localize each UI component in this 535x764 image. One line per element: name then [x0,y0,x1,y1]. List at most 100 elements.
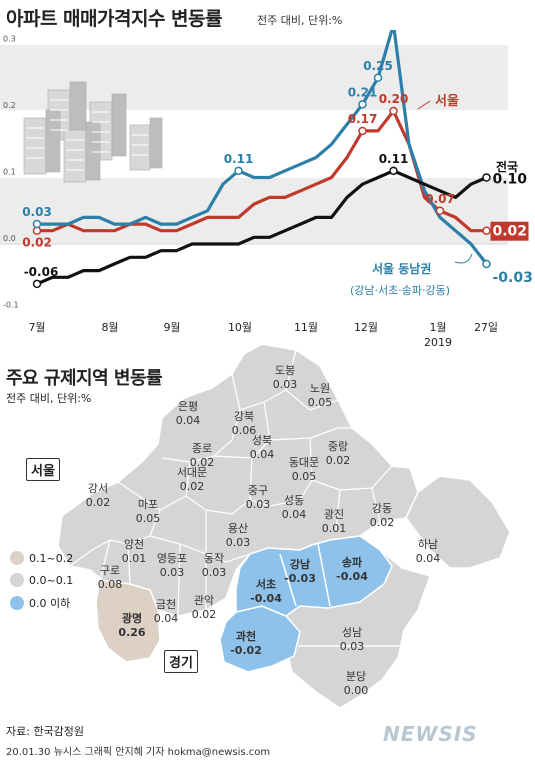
data-label: 0.21 [348,85,378,99]
district-value: 0.02 [370,516,395,529]
y-tick-label: 0.0 [3,234,16,243]
district-value: 0.03 [226,536,251,549]
x-tick-label: 8월 [101,321,118,334]
district-name: 중구 [248,484,268,497]
district-value: 0.01 [322,522,347,535]
district-name: 서초 [256,577,276,591]
data-label: 0.02 [22,236,52,250]
district-value: 0.08 [98,578,123,591]
national-label: 전국 [496,159,518,174]
data-point [373,73,383,82]
data-point [482,259,491,269]
district-value: 0.02 [190,456,215,469]
district-value: 0.04 [250,448,275,461]
district-name: 영등포 [157,552,187,565]
data-labels: 0.020.170.200.070.020.030.110.210.250.33… [22,59,533,289]
region-gyeonggi-label: 경기 [164,650,198,673]
data-label: 0.17 [348,112,378,126]
district-name: 마포 [138,498,158,511]
district-name: 성동 [284,494,304,507]
data-label: 0.07 [425,192,455,206]
district-value: 0.03 [273,378,298,391]
district-value: 0.00 [344,684,369,697]
data-label: 0.25 [363,59,393,73]
data-point [358,100,367,109]
district-name: 강서 [88,482,108,495]
district-name: 양천 [124,537,144,551]
data-point [234,166,243,176]
district-value: 0.02 [192,608,217,621]
district-value: 0.01 [122,552,147,565]
district-name: 광진 [324,508,344,521]
region-seoul-label: 서울 [26,458,60,481]
southeast-detail-label: (강남·서초·송파·강동) [350,284,450,297]
line-chart: 0.3 0.2 0.1 0.0 -0.1 7월 8월 9월 10월 11월 12월 1월 27일 201… [0,30,533,349]
data-label: 0.10 [493,172,528,188]
district-name: 성북 [252,434,272,447]
district-name: 강북 [234,410,254,423]
district-value: 0.02 [86,496,111,509]
y-axis: 0.3 0.2 0.1 0.0 -0.1 [0,35,508,310]
seoul-label: 서울 [435,93,459,109]
district-value: 0.05 [136,512,161,525]
series-line [36,169,488,286]
data-point [435,206,445,215]
district-name: 은평 [178,400,198,413]
x-axis: 7월 8월 9월 10월 11월 12월 1월 27일 2019 [28,320,498,349]
data-point [482,226,491,235]
district-name: 구로 [100,564,120,577]
district-value: 0.04 [416,552,441,565]
x-tick-label: 12월 [354,321,378,334]
data-label: 0.02 [493,224,528,240]
district-name: 관악 [194,594,214,607]
district-value: 0.06 [232,424,257,437]
y-tick-label: 0.2 [3,101,16,110]
district-value: -0.04 [336,570,368,583]
data-label: 0.11 [379,152,409,166]
district-name: 종로 [192,442,212,455]
district-value: 0.03 [340,640,365,653]
legend-item: 0.0~0.1 [10,573,73,587]
series-lines [36,30,488,286]
x-tick-label: 11월 [294,321,318,334]
district-name: 동작 [204,552,224,565]
data-label: -0.06 [24,265,59,279]
chart-title: 아파트 매매가격지수 변동률 [6,8,223,30]
district-value: 0.05 [308,396,333,409]
district-name: 분당 [346,670,366,683]
credit-text: 20.01.30 뉴시스 그래픽 안지혜 기자 hokma@newsis.com [6,747,271,758]
data-point [32,279,42,289]
data-point [32,219,42,229]
data-point [482,173,491,182]
district-value: 0.26 [118,626,145,639]
district-value: 0.03 [160,566,185,579]
map-title: 주요 규제지역 변동률 [6,368,163,389]
y-tick-label: 0.1 [3,168,16,177]
chart-subtitle: 전주 대비, 단위:% [257,14,343,27]
data-label: 0.03 [22,205,52,219]
southeast-label: 서울 동남권 [372,261,431,276]
district-name: 하남 [418,537,438,551]
data-label-box [490,221,529,241]
district-name: 광명 [122,611,142,625]
district-name: 중랑 [328,440,348,453]
y-tick-label: 0.3 [3,35,16,44]
legend-label: 0.0 이하 [29,597,71,610]
district-name: 강남 [290,557,310,571]
district-name: 송파 [342,555,363,569]
data-point [358,126,367,136]
source-text: 자료: 한국감정원 [6,725,85,738]
legend-label: 0.1~0.2 [29,551,74,565]
district-name: 도봉 [275,364,295,377]
data-label: 0.11 [224,152,254,166]
district-value: 0.04 [176,414,201,427]
gwangmyeong-area [95,579,161,663]
map-subtitle: 전주 대비, 단위:% [6,392,92,405]
district-name: 과천 [236,629,256,643]
hanam-area [405,475,511,569]
x-tick-label: 7월 [28,321,45,334]
annotations: 서울 전국 서울 동남권 (강남·서초·송파·강동) [350,93,518,297]
x-tick-label: 10월 [228,321,252,334]
district-value: 0.02 [180,480,205,493]
